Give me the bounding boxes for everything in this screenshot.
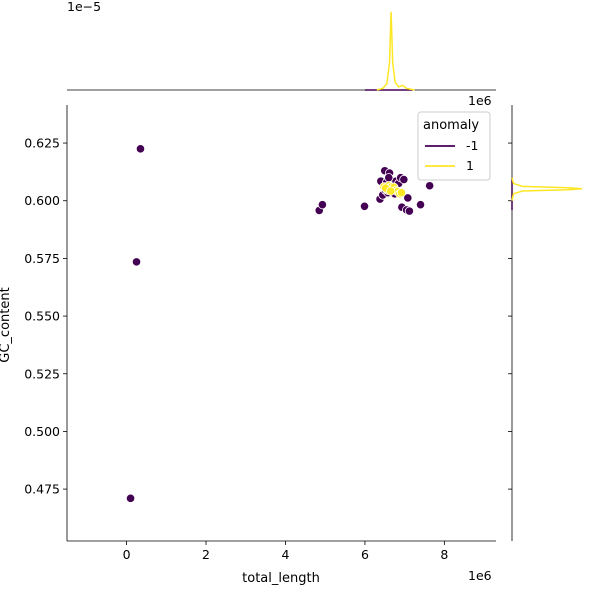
scatter-point-anomaly-neg1 xyxy=(135,144,146,154)
scatter-point-anomaly-neg1 xyxy=(125,493,136,503)
scatter-point-anomaly-neg1 xyxy=(317,200,328,210)
scatter-point-anomaly-neg1 xyxy=(384,173,394,183)
scatter-point-anomaly-neg1 xyxy=(359,201,370,211)
x-tick-label: 2 xyxy=(202,547,210,562)
legend-label-1: 1 xyxy=(466,158,474,173)
scatter-point-anomaly-neg1 xyxy=(404,206,415,216)
y-tick-label: 0.625 xyxy=(24,136,60,151)
x-tick-label: 6 xyxy=(361,547,369,562)
right-marginal-density xyxy=(508,105,583,541)
scatter-point-anomaly-1 xyxy=(386,186,396,196)
top-marginal-density xyxy=(67,11,496,91)
x-offset-label: 1e6 xyxy=(468,568,492,583)
legend-title: anomaly xyxy=(423,118,479,133)
y-tick-label: 0.500 xyxy=(24,424,60,439)
y-tick-label: 0.475 xyxy=(24,482,60,497)
legend-label-0: -1 xyxy=(466,138,478,153)
x-axis-label: total_length xyxy=(242,571,320,586)
y-tick-label: 0.525 xyxy=(24,366,60,381)
top-marginal-offset-label: 1e−5 xyxy=(67,0,101,14)
top-density-curve-anomaly-1 xyxy=(376,11,415,91)
scatter-point-anomaly-neg1 xyxy=(415,200,426,210)
scatter-point-anomaly-neg1 xyxy=(131,257,142,267)
scatter-point-anomaly-neg1 xyxy=(403,193,413,203)
x-tick-label: 0 xyxy=(123,547,131,562)
x-tick-label: 4 xyxy=(281,547,289,562)
y-axis-label: GC_content xyxy=(0,287,13,362)
x-tick-label: 8 xyxy=(440,547,448,562)
y-tick-label: 0.600 xyxy=(24,193,60,208)
scatter-point-anomaly-1 xyxy=(396,188,407,198)
scatter-point-anomaly-neg1 xyxy=(425,181,435,191)
y-tick-label: 0.575 xyxy=(24,251,60,266)
main-scatter-plot: 0 2 4 6 8 0.475 0.500 0.525 0.550 0.575 0.600 0.625 xyxy=(24,105,496,562)
y-offset-label: 1e6 xyxy=(468,93,492,108)
scatter-point-anomaly-neg1 xyxy=(399,174,409,185)
legend: anomaly -1 1 xyxy=(417,111,491,181)
right-density-curve-anomaly-1 xyxy=(511,177,583,201)
y-tick-label: 0.550 xyxy=(24,309,60,324)
